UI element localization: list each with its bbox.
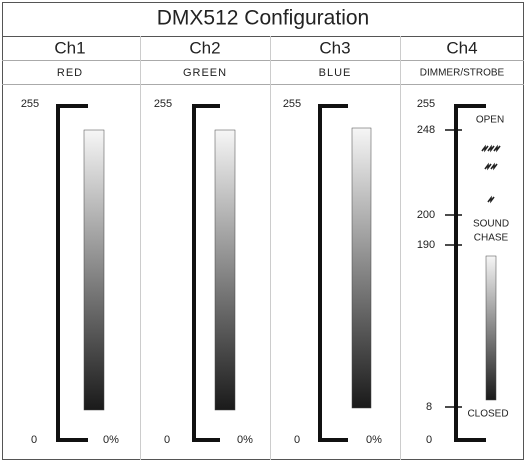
level-gradient [83,129,105,411]
channel-name: Ch2 [189,38,220,57]
frame [2,2,524,460]
channel-function: BLUE [319,67,352,79]
channel-function: DIMMER/STROBE [420,68,505,79]
scale-ticks [445,129,462,408]
scale-label: 248 [417,124,435,136]
level-label: 0% [237,434,253,446]
range-bracket [454,104,486,442]
scale-label: 255 [21,98,39,110]
outer-border [2,2,524,460]
channel-name: Ch1 [54,38,85,57]
annotation: CHASE [474,233,509,244]
scale-label: 0 [294,434,300,446]
annotation: CLOSED [467,409,508,420]
scale-label: 255 [417,98,435,110]
channel-name: Ch4 [446,38,477,57]
scale-label: 255 [154,98,172,110]
scale-label: 0 [426,434,432,446]
range-bracket [318,104,348,442]
strobe-medium-icon [484,162,498,171]
strobe-fast-icon [481,144,501,153]
channel-function: GREEN [183,67,227,79]
level-label: 0% [366,434,382,446]
strobe-icons [481,144,501,204]
level-gradient [214,129,236,411]
title: DMX512 Configuration [157,7,369,30]
scale-label: 8 [426,401,432,413]
scale-label: 255 [283,98,301,110]
level-gradient [351,127,372,409]
scale-label: 0 [31,434,37,446]
channel-name: Ch3 [319,38,350,57]
scale-label: 190 [417,239,435,251]
channel-function: RED [57,67,83,79]
strobe-slow-icon [487,195,495,204]
level-label: 0% [103,434,119,446]
annotation: SOUND [473,219,509,230]
scale-label: 200 [417,209,435,221]
range-bracket [56,104,88,442]
annotation: OPEN [476,115,504,126]
scale-label: 0 [164,434,170,446]
range-bracket [192,104,220,442]
level-gradient [485,255,497,401]
